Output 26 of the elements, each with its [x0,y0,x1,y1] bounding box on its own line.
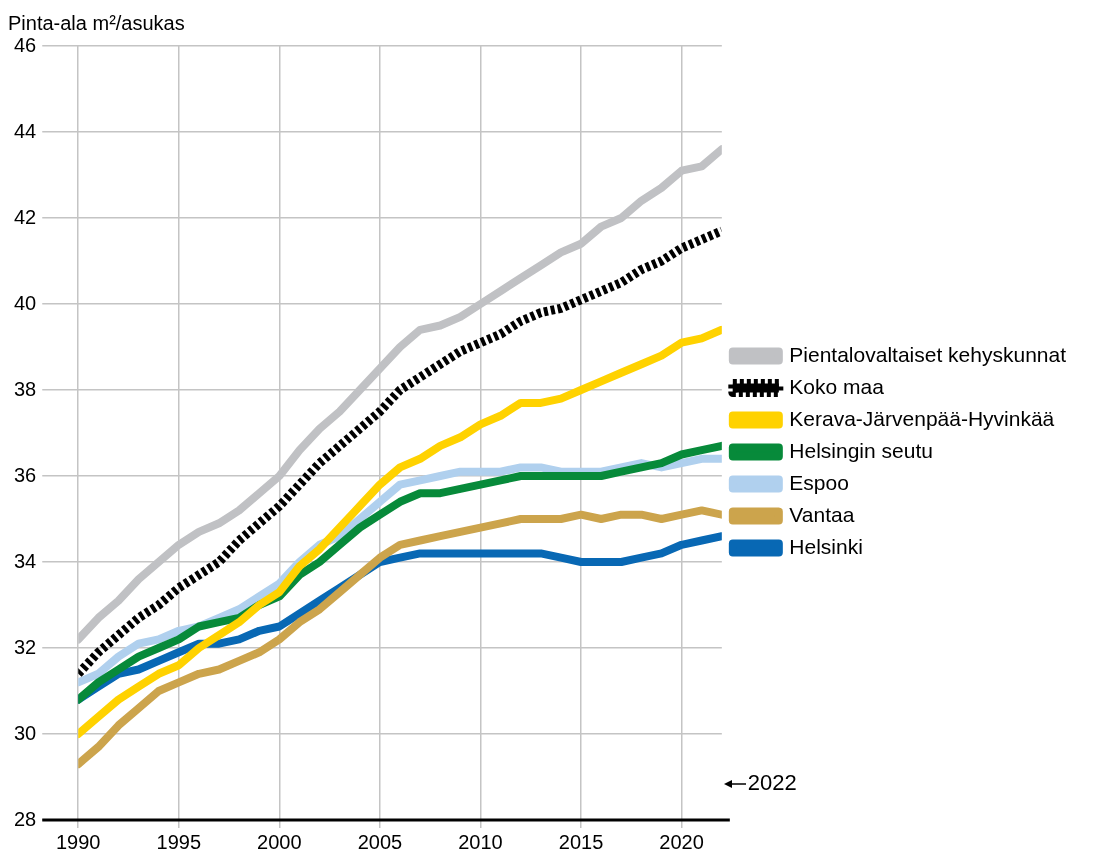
y-tick-label: 30 [14,721,37,744]
x-tick-label: 1990 [56,830,101,853]
y-axis-title: Pinta-ala m²/asukas [8,11,185,34]
text: 2022 [747,770,797,796]
x-tick-label: 2005 [357,830,403,853]
x-tick-label: 1995 [156,830,202,853]
y-tick-label: 46 [14,33,37,56]
y-tick-label: 36 [14,463,37,486]
legend-label: Espoo [789,470,849,494]
y-tick-label: 42 [14,205,37,228]
legend-label: Helsingin seutu [789,438,933,462]
legend-label: Pientalovaltaiset kehyskunnat [789,342,1067,366]
y-tick-label: 44 [14,119,37,142]
y-tick-label: 28 [14,807,37,830]
x-tick-label: 2020 [659,830,704,853]
legend-label: Kerava-Järvenpää-Hyvinkää [789,406,1055,430]
x-tick-label: 2000 [257,830,302,853]
legend-label: Koko maa [789,374,885,398]
y-tick-label: 34 [14,549,37,572]
legend-label: Helsinki [789,534,863,558]
legend-label: Vantaa [789,502,855,526]
x-tick-label: 2015 [558,830,604,853]
x-tick-label: 2010 [458,830,503,853]
y-tick-label: 40 [14,291,37,314]
y-tick-label: 38 [14,377,37,400]
y-tick-label: 32 [14,635,37,658]
